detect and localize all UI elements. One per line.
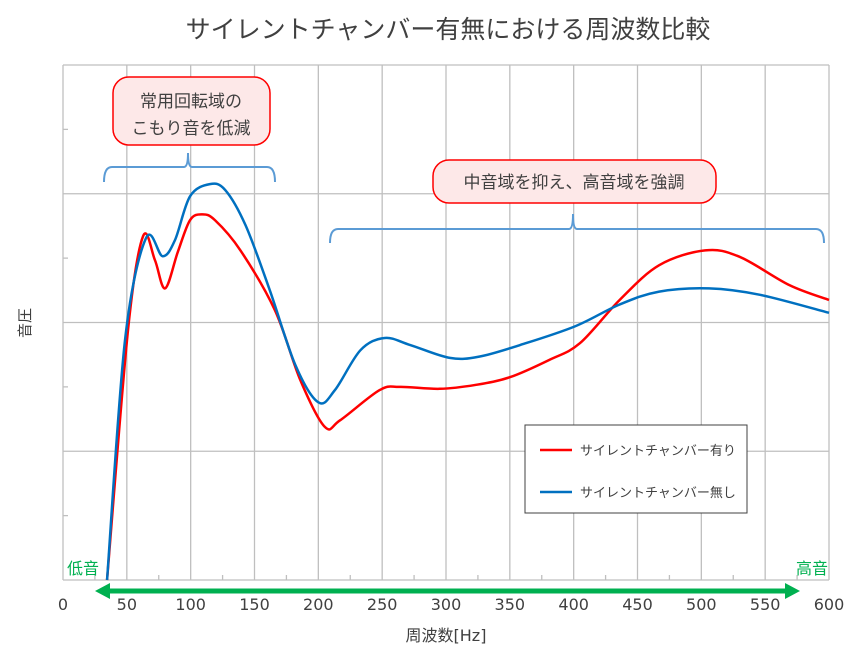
x-tick-label: 500 [686,595,717,614]
x-tick-label: 550 [750,595,781,614]
x-tick-label: 600 [814,595,845,614]
series-line-without-chamber [105,182,830,581]
y-axis-label: 音圧 [16,308,34,338]
annotation-bracket [329,213,825,244]
x-tick-label: 400 [558,595,589,614]
x-tick-label: 250 [367,595,398,614]
legend: サイレントチャンバー有り サイレントチャンバー無し [524,424,748,514]
chart-title: サイレントチャンバー有無における周波数比較 [186,15,711,44]
x-tick-label: 350 [495,595,526,614]
x-tick-label: 450 [622,595,653,614]
x-tick-label: 50 [117,595,137,614]
annotation-bracket [103,152,276,183]
annotation-low-range: 常用回転域の こもり音を低減 [103,76,276,183]
x-tick-label: 200 [303,595,334,614]
range-arrow: 低音 高音 [67,559,828,599]
series-line-with-chamber [105,213,830,581]
legend-label-without-chamber: サイレントチャンバー無し [580,486,736,501]
low-label: 低音 [67,559,99,578]
x-axis-ticks: 0 50 100 150 200 250 300 350 400 450 500 550 600 [58,595,844,614]
annotation-text-line2: こもり音を低減 [132,119,251,139]
annotation-callout-box [432,159,717,204]
range-arrow-left-head [95,583,110,599]
annotation-text: 中音域を抑え、高音域を強調 [464,173,685,193]
series-group [105,182,830,581]
legend-box [524,424,748,514]
x-tick-label: 150 [239,595,270,614]
x-tick-label: 0 [58,595,68,614]
annotation-text-line1: 常用回転域の [140,92,242,112]
legend-label-with-chamber: サイレントチャンバー有り [580,444,736,459]
grid [62,64,830,581]
high-label: 高音 [796,559,828,578]
x-tick-label: 100 [175,595,206,614]
x-tick-label: 300 [431,595,462,614]
annotation-mid-high-range: 中音域を抑え、高音域を強調 [329,159,825,244]
annotation-callout-box [112,76,271,146]
range-arrow-right-head [785,583,800,599]
x-axis-label: 周波数[Hz] [406,626,487,645]
